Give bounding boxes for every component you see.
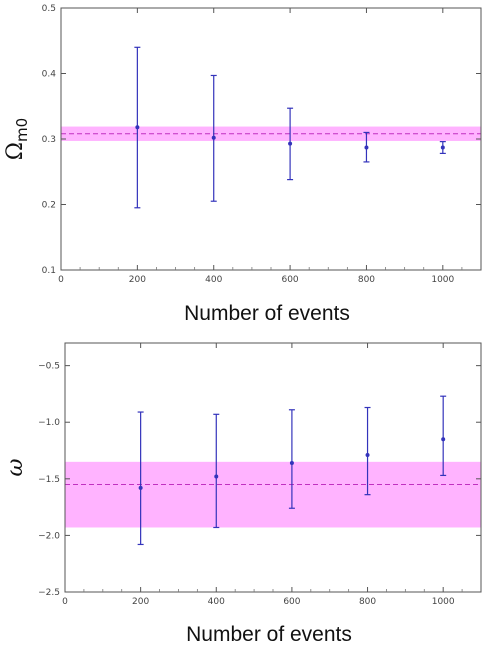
confidence-band bbox=[65, 461, 481, 528]
error-bar bbox=[134, 46, 141, 209]
data-point bbox=[441, 437, 446, 442]
x-tick-label: 800 bbox=[359, 597, 376, 607]
y-tick-label: 0.2 bbox=[42, 201, 56, 211]
x-tick-label: 200 bbox=[132, 597, 149, 607]
x-tick-label: 1000 bbox=[432, 597, 455, 607]
y-axis-label-symbol: Ω bbox=[3, 142, 28, 160]
y-tick-label: −1.5 bbox=[38, 475, 60, 485]
y-tick-label: −2.5 bbox=[38, 588, 60, 598]
omega-w-panel: 0 200 400 600 800 1000 −2.5 −2.0 −1.5 −1.0 −0.5 Num… bbox=[3, 342, 482, 646]
y-tick-label: 0.3 bbox=[42, 135, 56, 145]
y-axis-label-symbol: ω bbox=[3, 458, 28, 476]
data-point bbox=[288, 141, 293, 146]
data-point bbox=[138, 485, 143, 490]
error-bar bbox=[440, 395, 447, 477]
error-bar bbox=[363, 131, 370, 163]
error-bar bbox=[210, 74, 217, 202]
error-bar bbox=[213, 413, 220, 529]
y-axis-label-subscript: m0 bbox=[13, 118, 31, 142]
data-point bbox=[135, 125, 140, 130]
x-tick-label: 600 bbox=[283, 597, 300, 607]
x-tick-label: 400 bbox=[208, 597, 225, 607]
x-axis-label: Number of events bbox=[184, 302, 350, 325]
y-tick-label: −0.5 bbox=[38, 362, 60, 372]
data-point bbox=[364, 145, 369, 150]
y-tick-label: 0.1 bbox=[42, 266, 56, 276]
data-point bbox=[214, 474, 219, 479]
x-tick-label: 200 bbox=[129, 275, 146, 285]
error-bar bbox=[439, 141, 446, 155]
x-tick-label: 800 bbox=[358, 275, 375, 285]
x-tick-label: 1000 bbox=[431, 275, 454, 285]
data-point bbox=[211, 135, 216, 140]
y-tick-label: −2.0 bbox=[38, 531, 60, 541]
x-tick-label: 600 bbox=[281, 275, 298, 285]
x-tick-label: 0 bbox=[62, 597, 68, 607]
y-tick-label: 0.5 bbox=[42, 4, 56, 14]
y-tick-label: −1.0 bbox=[38, 418, 60, 428]
x-axis-label: Number of events bbox=[186, 623, 352, 646]
x-tick-label: 0 bbox=[58, 275, 64, 285]
data-point bbox=[289, 460, 294, 465]
error-bar bbox=[288, 409, 295, 509]
data-point bbox=[440, 145, 445, 150]
data-point bbox=[365, 453, 370, 458]
error-bar bbox=[364, 406, 371, 496]
omega-m0-panel: 0 200 400 600 800 1000 0.1 0.2 0.3 0.4 0.5 Number o… bbox=[3, 4, 482, 325]
error-bar bbox=[287, 107, 294, 181]
y-tick-label: 0.4 bbox=[42, 70, 57, 80]
y-axis-label: ω bbox=[3, 458, 28, 476]
y-axis-label: Ωm0 bbox=[3, 118, 31, 160]
error-bar bbox=[137, 411, 144, 546]
x-tick-label: 400 bbox=[205, 275, 222, 285]
